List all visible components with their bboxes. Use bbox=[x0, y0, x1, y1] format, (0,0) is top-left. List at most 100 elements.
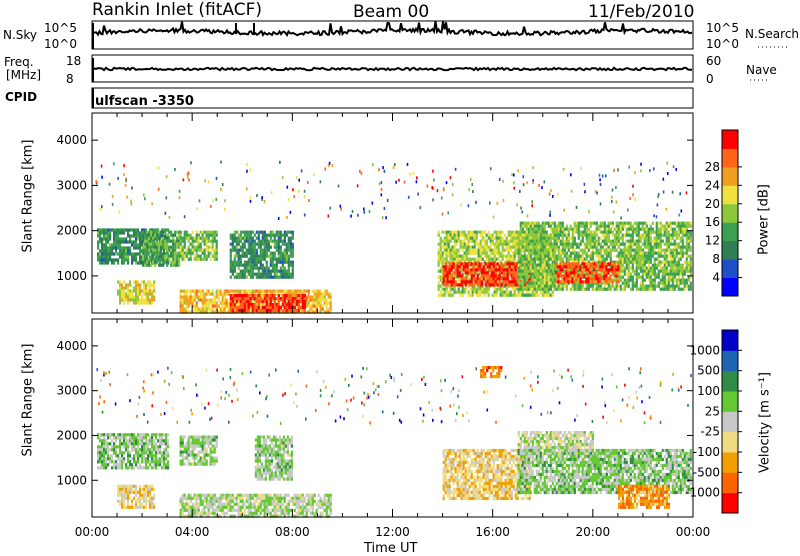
data-cell bbox=[665, 284, 668, 288]
data-cell bbox=[283, 303, 286, 307]
data-cell bbox=[295, 294, 298, 298]
data-cell bbox=[449, 290, 452, 294]
data-cell bbox=[251, 272, 254, 276]
data-cell bbox=[443, 236, 446, 240]
data-cell bbox=[483, 251, 486, 255]
data-cell bbox=[490, 277, 493, 281]
data-cell bbox=[315, 295, 318, 299]
data-cell bbox=[243, 230, 246, 234]
data-cell bbox=[275, 306, 278, 310]
data-cell bbox=[467, 236, 470, 240]
data-cell bbox=[565, 271, 568, 275]
data-cell bbox=[655, 257, 658, 261]
data-cell bbox=[545, 251, 548, 255]
data-cell bbox=[665, 263, 668, 267]
data-cell bbox=[267, 248, 270, 252]
data-cell bbox=[679, 239, 682, 243]
data-cell bbox=[541, 287, 544, 291]
data-cell bbox=[577, 227, 580, 231]
data-cell bbox=[291, 272, 294, 276]
data-cell bbox=[197, 239, 200, 243]
data-cell bbox=[521, 266, 524, 270]
data-cell bbox=[146, 251, 149, 255]
data-cell bbox=[181, 301, 184, 305]
nsky-label: N.Sky bbox=[3, 28, 38, 42]
data-cell bbox=[211, 233, 214, 237]
data-cell bbox=[291, 236, 294, 240]
data-cell bbox=[251, 254, 254, 258]
data-cell bbox=[498, 283, 501, 287]
data-cell bbox=[439, 290, 442, 294]
data-cell bbox=[501, 239, 504, 243]
data-cell bbox=[295, 309, 298, 313]
data-cell bbox=[543, 269, 546, 273]
data-cell bbox=[307, 292, 310, 296]
data-cell bbox=[533, 269, 536, 273]
data-cell bbox=[513, 293, 516, 297]
data-cell bbox=[195, 289, 198, 293]
data-cell bbox=[213, 254, 216, 258]
data-cell bbox=[547, 275, 550, 279]
data-cell bbox=[589, 221, 592, 225]
data-cell bbox=[603, 260, 606, 264]
data-cell bbox=[525, 284, 528, 288]
data-cell bbox=[207, 233, 210, 237]
data-cell bbox=[663, 254, 666, 258]
data-cell bbox=[449, 287, 452, 291]
data-cell bbox=[193, 310, 196, 314]
data-cell bbox=[619, 221, 622, 225]
data-cell bbox=[183, 239, 186, 243]
data-cell bbox=[277, 306, 280, 310]
data-cell bbox=[176, 236, 179, 240]
data-cell bbox=[593, 239, 596, 243]
data-cell bbox=[655, 239, 658, 243]
data-cell bbox=[637, 239, 640, 243]
data-cell bbox=[545, 266, 548, 270]
data-cell bbox=[251, 251, 254, 255]
data-cell bbox=[488, 268, 491, 272]
data-cell bbox=[669, 263, 672, 267]
data-cell bbox=[166, 254, 169, 258]
data-cell bbox=[251, 275, 254, 279]
data-cell bbox=[543, 257, 546, 261]
data-cell bbox=[687, 239, 690, 243]
data-cell bbox=[579, 257, 582, 261]
data-cell bbox=[639, 233, 642, 237]
data-cell bbox=[119, 243, 122, 247]
data-cell bbox=[523, 263, 526, 267]
data-cell bbox=[506, 277, 509, 281]
data-cell bbox=[549, 284, 552, 288]
data-cell bbox=[627, 221, 630, 225]
data-cell bbox=[203, 307, 206, 311]
data-cell bbox=[509, 257, 512, 261]
data-cell bbox=[460, 283, 463, 287]
data-cell bbox=[158, 263, 161, 267]
data-cell bbox=[545, 254, 548, 258]
data-cell bbox=[677, 278, 680, 282]
data-cell bbox=[539, 272, 542, 276]
data-cell bbox=[689, 230, 692, 234]
data-cell bbox=[575, 230, 578, 234]
data-cell bbox=[448, 265, 451, 269]
data-cell bbox=[483, 290, 486, 294]
data-cell bbox=[459, 242, 462, 246]
data-cell bbox=[148, 236, 151, 240]
data-cell bbox=[162, 236, 165, 240]
data-cell bbox=[615, 248, 618, 252]
data-cell bbox=[470, 262, 473, 266]
data-cell bbox=[533, 293, 536, 297]
data-cell bbox=[261, 292, 264, 296]
data-cell bbox=[657, 230, 660, 234]
data-cell bbox=[651, 239, 654, 243]
data-cell bbox=[539, 275, 542, 279]
data-cell bbox=[239, 275, 242, 279]
data-cell bbox=[462, 268, 465, 272]
data-cell bbox=[519, 245, 522, 249]
data-cell bbox=[679, 248, 682, 252]
data-cell bbox=[121, 289, 124, 293]
data-cell bbox=[170, 239, 173, 243]
data-cell bbox=[281, 266, 284, 270]
data-cell bbox=[119, 252, 122, 256]
data-cell bbox=[183, 310, 186, 314]
data-cell bbox=[553, 242, 556, 246]
